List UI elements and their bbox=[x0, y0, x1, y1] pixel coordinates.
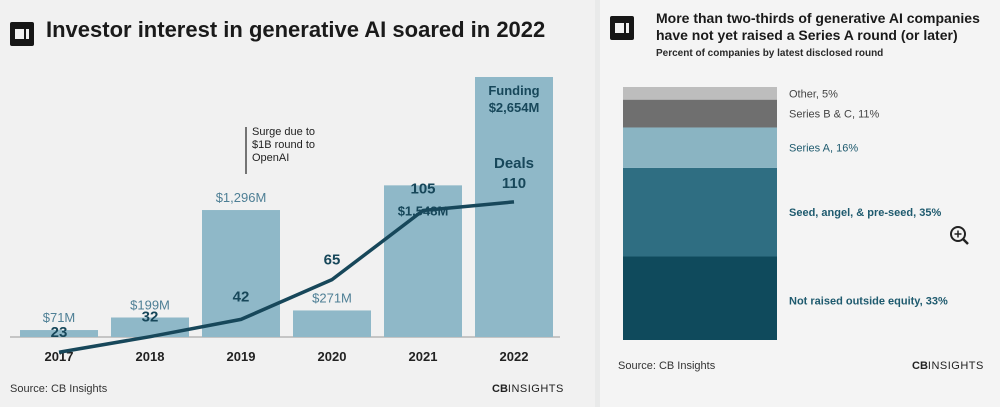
stack-label: Seed, angel, & pre-seed, 35% bbox=[789, 207, 941, 219]
stack-label: Not raised outside equity, 33% bbox=[789, 295, 948, 307]
x-tick-label: 2022 bbox=[500, 349, 529, 364]
funding-bar bbox=[475, 77, 553, 337]
left-brand-bold: CB bbox=[492, 383, 508, 395]
left-chart-title: Investor interest in generative AI soare… bbox=[46, 17, 546, 42]
funding-legend-label: Funding bbox=[488, 83, 539, 98]
cb-insights-logo-icon bbox=[10, 22, 34, 46]
right-chart-svg: Not raised outside equity, 33% Seed, ange… bbox=[623, 87, 969, 340]
deals-value-label: 32 bbox=[142, 309, 159, 326]
left-brand: CBINSIGHTS bbox=[492, 383, 564, 395]
funding-bar bbox=[293, 310, 371, 337]
x-tick-label: 2019 bbox=[227, 349, 256, 364]
stack-segment bbox=[623, 256, 777, 340]
right-brand-rest: INSIGHTS bbox=[927, 360, 984, 372]
annotation-text: OpenAI bbox=[252, 152, 289, 164]
right-source: Source: CB Insights bbox=[618, 360, 716, 372]
left-chart-panel: Investor interest in generative AI soare… bbox=[10, 17, 564, 395]
right-chart-subtitle: Percent of companies by latest disclosed… bbox=[656, 48, 884, 59]
funding-value-label: $1,296M bbox=[216, 190, 267, 205]
deals-value-label: 65 bbox=[324, 252, 341, 269]
left-source: Source: CB Insights bbox=[10, 383, 108, 395]
funding-value-label: $271M bbox=[312, 290, 352, 305]
x-tick-label: 2018 bbox=[136, 349, 165, 364]
deals-line bbox=[58, 200, 515, 354]
left-brand-rest: INSIGHTS bbox=[507, 383, 564, 395]
zoom-in-icon[interactable] bbox=[950, 226, 969, 245]
x-tick-label: 2020 bbox=[318, 349, 347, 364]
funding-bar bbox=[20, 330, 98, 337]
funding-value-label: $2,654M bbox=[489, 100, 540, 115]
right-chart-title: More than two-thirds of generative AI co… bbox=[656, 10, 980, 43]
stack-segment bbox=[623, 127, 777, 168]
funding-bar bbox=[202, 210, 280, 337]
annotation-text: $1B round to bbox=[252, 139, 315, 151]
right-chart-panel: More than two-thirds of generative AI co… bbox=[600, 0, 1000, 407]
x-tick-label: 2021 bbox=[409, 349, 438, 364]
stack-segment bbox=[623, 87, 777, 100]
right-brand: CBINSIGHTS bbox=[912, 360, 984, 372]
deals-value-label: 23 bbox=[51, 324, 68, 341]
funding-value-label: $71M bbox=[43, 310, 76, 325]
annotation-text: Surge due to bbox=[252, 126, 315, 138]
stack-segment bbox=[623, 99, 777, 128]
deals-value-label: 105 bbox=[410, 181, 435, 198]
funding-value-label: $199M bbox=[130, 298, 170, 313]
stack-label: Series B & C, 11% bbox=[789, 109, 879, 121]
cb-insights-logo-icon-right bbox=[610, 16, 634, 40]
left-chart-svg: 2017 2018 2019 2020 2021 2022$71M$199M$1,296M… bbox=[10, 77, 560, 364]
deals-value-label: 42 bbox=[233, 288, 250, 305]
stack-label: Other, 5% bbox=[789, 88, 838, 100]
deals-legend-label: Deals bbox=[494, 155, 534, 172]
stack-label: Series A, 16% bbox=[789, 143, 858, 155]
right-brand-bold: CB bbox=[912, 360, 928, 372]
deals-value-label: 110 bbox=[502, 175, 526, 192]
stack-segment bbox=[623, 167, 777, 257]
